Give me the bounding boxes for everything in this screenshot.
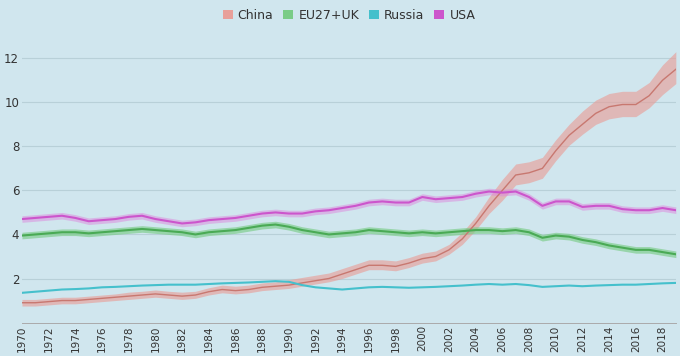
Legend: China, EU27+UK, Russia, USA: China, EU27+UK, Russia, USA bbox=[218, 4, 480, 27]
